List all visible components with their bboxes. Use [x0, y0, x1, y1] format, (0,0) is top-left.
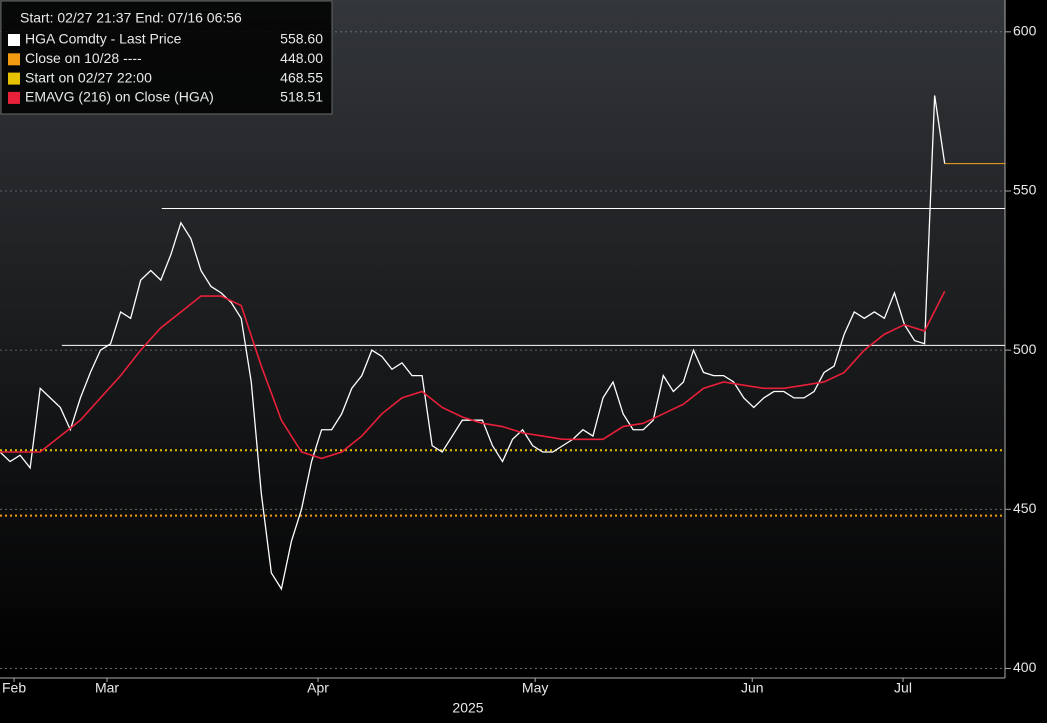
- x-tick-label: May: [522, 680, 548, 696]
- x-tick-label: Jun: [741, 680, 764, 696]
- axis-background: [1005, 0, 1047, 718]
- legend-value: 558.60: [280, 31, 323, 47]
- x-axis-label: 2025: [452, 700, 483, 716]
- x-tick-label: Apr: [307, 680, 329, 696]
- x-tick-label: Mar: [95, 680, 119, 696]
- legend-label: EMAVG (216) on Close (HGA): [25, 89, 214, 105]
- legend-swatch: [8, 91, 20, 104]
- legend-box: [0, 0, 333, 115]
- legend: Start: 02/27 21:37 End: 07/16 06:56 HGA …: [0, 0, 333, 115]
- series-line: [0, 290, 946, 460]
- legend-value: 448.00: [280, 50, 323, 66]
- legend-header: Start: 02/27 21:37 End: 07/16 06:56: [20, 10, 242, 26]
- legend-swatch: [8, 34, 20, 46]
- legend-label: Start on 02/27 22:00: [25, 69, 152, 85]
- x-tick-label: Feb: [2, 680, 26, 696]
- y-tick-label: 500: [1013, 341, 1037, 357]
- legend-value: 468.55: [280, 69, 323, 85]
- y-tick-label: 550: [1013, 182, 1037, 198]
- y-tick-label: 600: [1013, 23, 1037, 39]
- legend-label: Close on 10/28 ----: [25, 50, 142, 66]
- legend-label: HGA Comdty - Last Price: [25, 31, 182, 47]
- legend-swatch: [8, 53, 20, 66]
- legend-swatch: [8, 72, 20, 85]
- x-tick-label: Jul: [894, 680, 912, 696]
- y-tick-label: 400: [1013, 659, 1037, 675]
- legend-value: 518.51: [280, 89, 323, 105]
- y-tick-label: 450: [1013, 500, 1037, 516]
